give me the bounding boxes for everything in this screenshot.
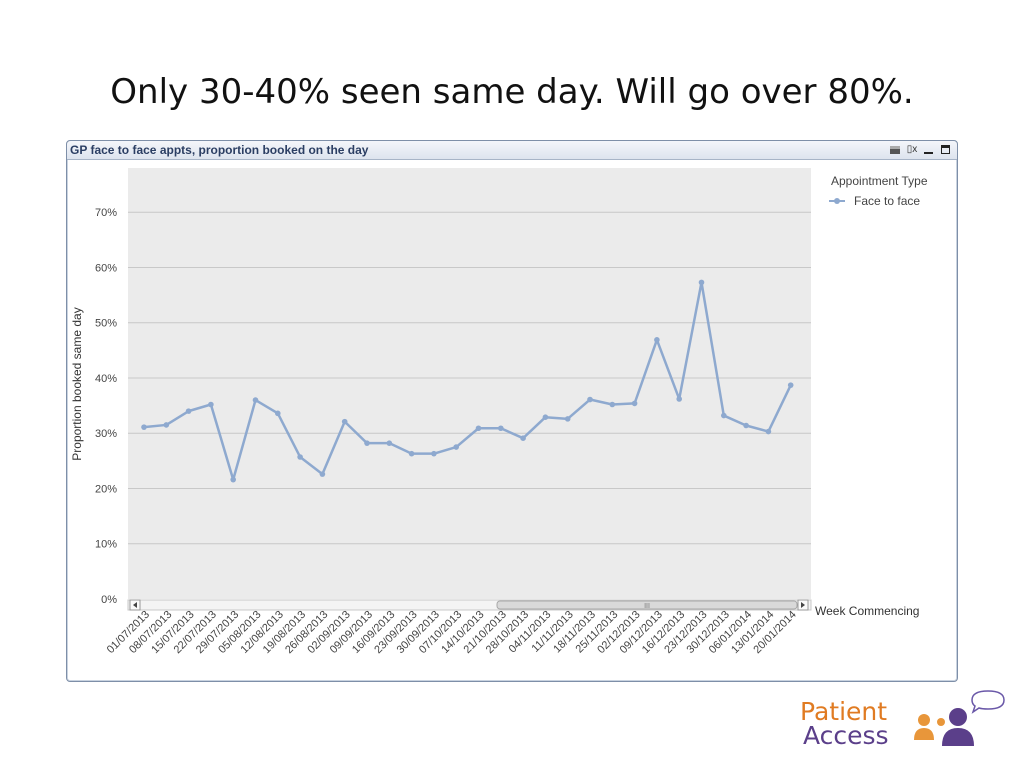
legend-title: Appointment Type xyxy=(831,174,928,188)
data-point[interactable] xyxy=(654,337,660,343)
data-point[interactable] xyxy=(208,401,214,408)
horizontal-scrollbar[interactable]: III xyxy=(127,599,812,611)
y-tick-label: 40% xyxy=(95,373,117,385)
data-point[interactable] xyxy=(475,425,482,432)
data-point[interactable] xyxy=(721,412,727,419)
line-chart: 0% 10% 20% 30% 40% 50% 60% 70% Proportion booke… xyxy=(70,168,928,656)
y-tick-label: 20% xyxy=(95,483,117,495)
chart-window: GP face to face appts, proportion booked… xyxy=(66,140,958,682)
data-point[interactable] xyxy=(498,425,504,432)
xl-export-icon[interactable]: ▯x xyxy=(906,144,918,155)
data-point[interactable] xyxy=(453,444,460,450)
data-point[interactable] xyxy=(542,414,549,421)
scroll-grip: III xyxy=(644,603,650,610)
chart-caption-bar: GP face to face appts, proportion booked… xyxy=(67,141,957,160)
legend: Appointment Type Face to face xyxy=(829,174,928,208)
y-tick-label: 10% xyxy=(95,539,117,551)
data-point[interactable] xyxy=(386,440,393,446)
data-point[interactable] xyxy=(564,416,571,422)
data-point[interactable] xyxy=(230,476,236,483)
x-axis-label: Week Commencing xyxy=(815,604,919,618)
patient-access-logo: Patient Access xyxy=(800,690,1010,760)
data-point[interactable] xyxy=(631,400,638,407)
logo-text-patient: Patient xyxy=(800,697,888,726)
legend-entry-face-to-face: Face to face xyxy=(854,194,920,208)
data-point[interactable] xyxy=(587,396,593,403)
logo-figures-icon xyxy=(914,690,1005,746)
data-point[interactable] xyxy=(341,418,348,425)
y-axis-label: Proportion booked same day xyxy=(70,307,84,460)
data-point[interactable] xyxy=(185,408,192,414)
slide-title: Only 30-40% seen same day. Will go over … xyxy=(110,72,914,112)
y-tick-label: 70% xyxy=(95,207,117,219)
data-point[interactable] xyxy=(431,450,437,457)
data-point[interactable] xyxy=(408,450,415,457)
y-tick-label: 50% xyxy=(95,318,117,330)
data-point[interactable] xyxy=(163,422,170,428)
data-point[interactable] xyxy=(319,471,326,477)
logo-text-access: Access xyxy=(803,721,889,750)
series-line-face-to-face xyxy=(143,281,792,481)
data-point[interactable] xyxy=(364,440,370,446)
data-point[interactable] xyxy=(141,424,147,430)
data-point[interactable] xyxy=(698,279,705,286)
data-point[interactable] xyxy=(765,428,772,435)
chart-caption: GP face to face appts, proportion booked… xyxy=(70,143,369,157)
y-tick-label: 0% xyxy=(101,594,117,606)
plot-area xyxy=(128,168,811,599)
data-point[interactable] xyxy=(676,396,682,402)
data-point[interactable] xyxy=(743,422,749,429)
data-point[interactable] xyxy=(275,410,281,417)
data-point[interactable] xyxy=(787,382,794,388)
legend-marker xyxy=(834,198,840,204)
y-tick-label: 30% xyxy=(95,428,117,440)
y-tick-label: 60% xyxy=(95,262,117,274)
data-point[interactable] xyxy=(252,397,259,403)
data-point[interactable] xyxy=(297,454,303,460)
data-point[interactable] xyxy=(609,401,616,408)
scroll-thumb[interactable] xyxy=(496,600,798,610)
data-point[interactable] xyxy=(520,435,526,442)
